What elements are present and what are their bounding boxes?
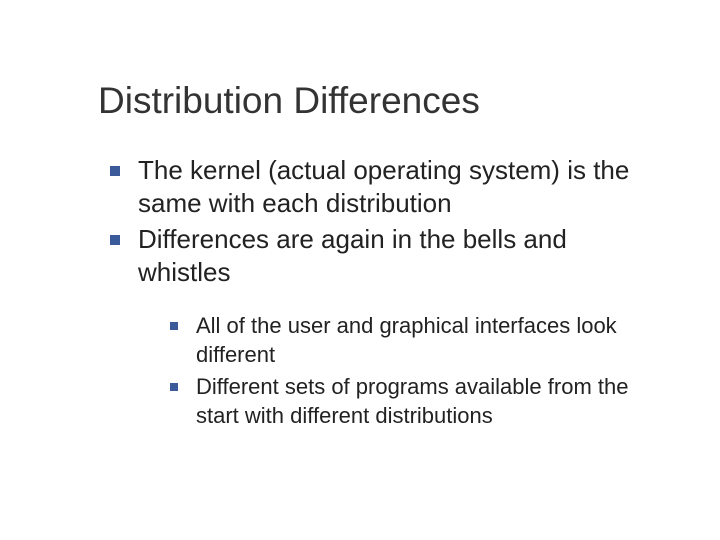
list-item: All of the user and graphical interfaces… (170, 312, 660, 369)
slide-container: Distribution Differences The kernel (act… (0, 0, 720, 474)
square-bullet-icon (170, 322, 178, 330)
square-bullet-icon (110, 166, 120, 176)
bullet-list: The kernel (actual operating system) is … (100, 154, 660, 430)
square-bullet-icon (110, 235, 120, 245)
slide-title: Distribution Differences (98, 80, 660, 122)
bullet-text: Differences are again in the bells and w… (138, 223, 660, 288)
spacer (100, 292, 660, 312)
bullet-text: All of the user and graphical interfaces… (196, 312, 660, 369)
list-item: The kernel (actual operating system) is … (110, 154, 660, 219)
list-item: Differences are again in the bells and w… (110, 223, 660, 288)
bullet-text: The kernel (actual operating system) is … (138, 154, 660, 219)
square-bullet-icon (170, 383, 178, 391)
bullet-text: Different sets of programs available fro… (196, 373, 660, 430)
list-item: Different sets of programs available fro… (170, 373, 660, 430)
